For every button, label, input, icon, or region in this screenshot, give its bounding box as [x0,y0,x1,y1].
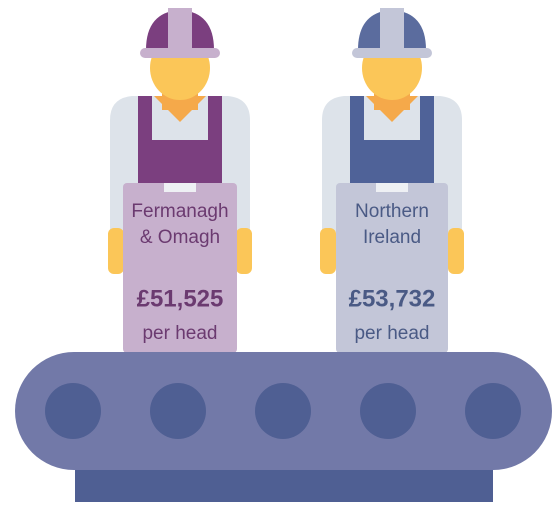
label: Ireland [363,227,421,248]
conveyor-base [75,466,493,502]
unit: per head [142,323,217,344]
worker [320,8,464,353]
value: £51,525 [137,285,224,312]
label: Fermanagh [131,201,228,222]
value: £53,732 [349,285,436,312]
label: & Omagh [140,227,220,248]
label: Northern [355,201,429,222]
unit: per head [354,323,429,344]
worker [108,8,252,353]
sign-right: Northern Ireland £53,732 per head [349,201,436,344]
rollers [45,383,521,439]
sign-left: Fermanagh & Omagh £51,525 per head [131,201,228,344]
